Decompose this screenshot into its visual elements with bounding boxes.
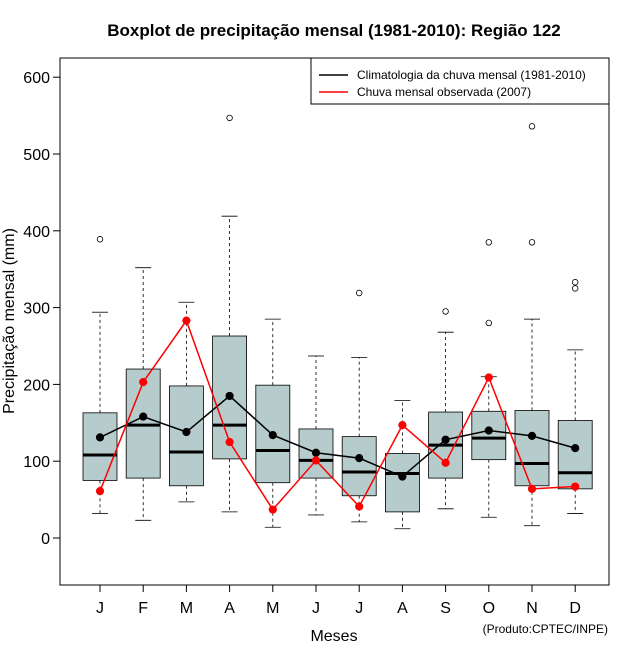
outlier-point <box>485 239 492 246</box>
outlier-point <box>226 114 233 122</box>
outlier-point <box>485 319 492 327</box>
legend-box <box>310 57 610 105</box>
climatology-point <box>95 433 105 442</box>
outlier-point <box>572 279 579 286</box>
box-9 <box>428 308 464 510</box>
box-11 <box>514 123 550 527</box>
box-12 <box>557 279 593 514</box>
y-tick-label: 0 <box>41 531 50 548</box>
x-tick-label-3: M <box>180 600 193 617</box>
outlier-point <box>572 285 579 292</box>
climatology-point <box>527 431 537 440</box>
x-tick-label-5: M <box>266 600 279 617</box>
y-tick-label: 400 <box>23 224 50 241</box>
plot-frame <box>59 57 610 586</box>
box-body <box>82 412 118 481</box>
observed-point <box>225 437 234 447</box>
box-1 <box>82 236 118 514</box>
observed-point <box>355 502 364 511</box>
outlier-point <box>528 239 536 246</box>
climatology-point <box>398 472 407 481</box>
box-body <box>384 453 420 513</box>
climatology-point <box>139 412 148 421</box>
climatology-line <box>99 394 576 478</box>
x-tick-label-11: N <box>526 600 538 617</box>
climatology-point <box>311 448 321 457</box>
observed-point <box>571 482 580 491</box>
climatology-point <box>484 426 493 435</box>
y-tick-label: 200 <box>23 377 50 394</box>
outlier-point <box>528 123 536 130</box>
y-tick-label: 100 <box>23 454 50 471</box>
boxes-group <box>82 114 593 530</box>
x-tick-label-9: S <box>440 600 451 617</box>
x-tick-label-12: D <box>569 600 581 617</box>
chart-title: Boxplot de precipitação mensal (1981-201… <box>107 21 561 40</box>
x-tick-label-2: F <box>138 600 148 617</box>
observed-point <box>311 456 321 465</box>
observed-point <box>182 316 191 325</box>
observed-line <box>99 319 576 511</box>
observed-point <box>95 487 105 496</box>
observed-point <box>527 484 537 493</box>
x-tick-label-4: A <box>224 600 235 617</box>
y-tick-label: 600 <box>23 70 50 87</box>
observed-point <box>398 421 407 430</box>
observed-point <box>441 458 450 467</box>
x-axis-label: Meses <box>310 628 357 645</box>
box-4 <box>212 114 248 513</box>
observed-point <box>139 377 148 387</box>
x-tick-label-10: O <box>483 600 495 617</box>
y-axis-label: Precipitação mensal (mm) <box>1 228 18 414</box>
credit-text: (Produto:CPTEC/INPE) <box>483 622 608 636</box>
box-10 <box>471 239 507 518</box>
legend: Climatologia da chuva mensal (1981-2010)… <box>310 57 610 105</box>
outlier-point <box>356 289 363 297</box>
observed-point <box>484 373 493 382</box>
climatology-point <box>571 444 580 453</box>
x-tick-label-8: A <box>397 600 408 617</box>
box-body <box>557 420 593 490</box>
box-7 <box>341 289 377 523</box>
box-body <box>514 410 550 487</box>
outlier-point <box>96 236 104 243</box>
climatology-point <box>182 427 191 437</box>
box-body <box>471 410 507 461</box>
box-body <box>125 368 161 479</box>
outlier-point <box>442 308 449 315</box>
x-tick-label-7: J <box>355 600 363 617</box>
box-3 <box>168 301 204 503</box>
observed-point <box>268 505 277 514</box>
legend-entry-2: Chuva mensal observada (2007) <box>357 85 531 99</box>
climatology-point <box>268 430 277 440</box>
box-6 <box>298 355 334 516</box>
series-lines-group <box>95 316 580 514</box>
box-body <box>341 436 377 497</box>
box-2 <box>125 267 161 521</box>
legend-entry-1: Climatologia da chuva mensal (1981-2010) <box>357 68 586 82</box>
climatology-point <box>225 391 234 401</box>
x-tick-label-6: J <box>312 600 320 617</box>
y-axis: 0 100 200 300 400 500 600 <box>23 70 60 548</box>
y-tick-label: 300 <box>23 301 50 318</box>
y-tick-label: 500 <box>23 147 50 164</box>
climatology-point <box>441 435 450 444</box>
x-tick-label-1: J <box>96 600 104 617</box>
box-8 <box>384 400 420 530</box>
climatology-point <box>355 454 364 463</box>
